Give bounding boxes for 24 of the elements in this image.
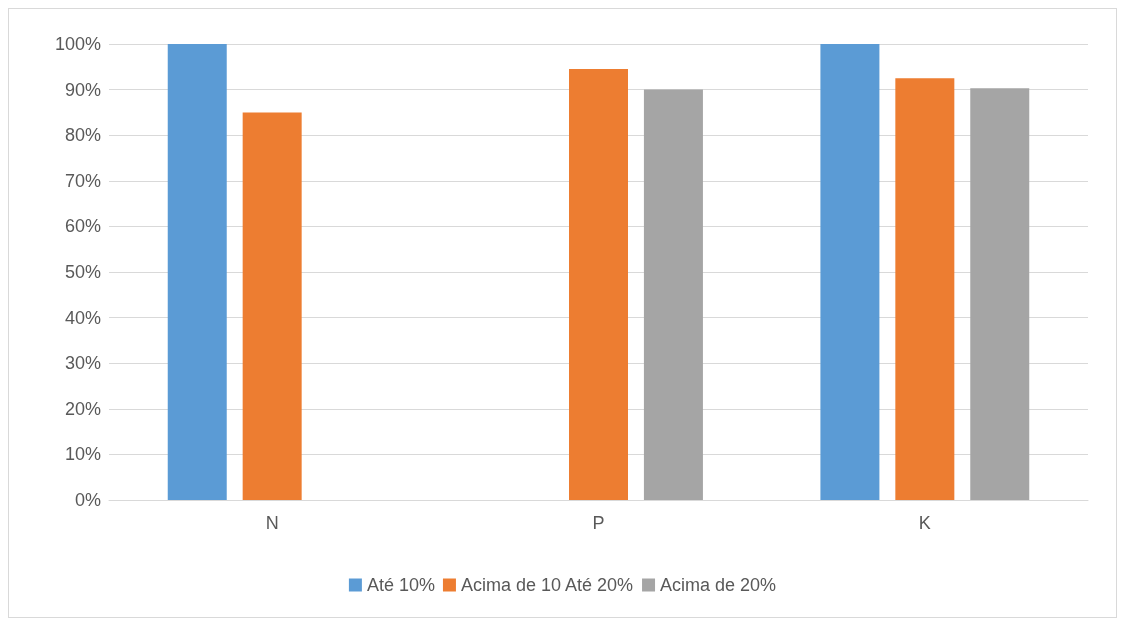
y-tick-label: 60%	[64, 216, 101, 237]
y-tick-label: 30%	[64, 353, 101, 374]
bar	[820, 44, 880, 500]
legend-label: Acima de 20%	[660, 575, 777, 595]
y-tick-label: 70%	[64, 170, 101, 191]
y-tick-label: 90%	[64, 79, 101, 100]
legend-label: Acima de 10 Até 20%	[460, 575, 634, 595]
y-tick-label: 0%	[74, 490, 101, 510]
y-tick-label: 50%	[64, 262, 101, 282]
bar	[242, 112, 302, 500]
bar	[569, 69, 628, 500]
x-tick-label: K	[918, 513, 931, 533]
bar	[895, 78, 955, 500]
y-tick-label: 10%	[64, 444, 101, 465]
x-tick-label: N	[265, 513, 279, 533]
bar	[643, 89, 703, 500]
x-tick-label: P	[592, 513, 605, 533]
bar	[970, 88, 1030, 500]
y-tick-label: 100%	[54, 34, 101, 54]
y-tick-label: 20%	[64, 398, 101, 419]
legend-label: Até 10%	[366, 575, 435, 595]
y-tick-label: 80%	[64, 125, 101, 146]
y-tick-label: 40%	[64, 307, 101, 328]
bar	[167, 44, 227, 500]
